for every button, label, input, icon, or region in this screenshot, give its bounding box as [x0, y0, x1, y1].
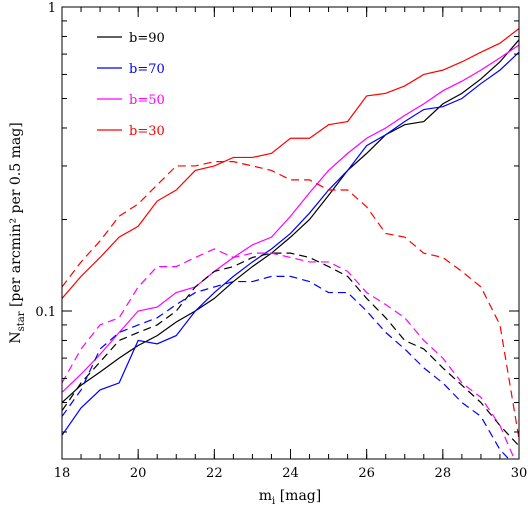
y-label-sub: star [16, 311, 27, 331]
series-line [62, 252, 519, 447]
series-line [62, 275, 510, 459]
x-label-sub: i [272, 496, 275, 507]
series-line [62, 51, 519, 436]
x-axis-label: mi [mag] [259, 488, 321, 507]
y-label-main: N [8, 331, 24, 343]
x-tick-label: 30 [511, 466, 528, 481]
x-tick-label: 24 [282, 466, 299, 481]
x-tick-label: 18 [54, 466, 71, 481]
y-tick-label: 0.1 [35, 305, 56, 320]
y-axis-label: Nstar [per arcmin² per 0.5 mag] [8, 122, 27, 343]
series-line [62, 44, 519, 393]
series-line [62, 39, 519, 403]
x-tick-label: 20 [130, 466, 147, 481]
legend-label: b=90 [129, 31, 165, 46]
series-line [62, 27, 519, 299]
plot-area [62, 27, 519, 459]
y-label-rest: [per arcmin² per 0.5 mag] [8, 122, 24, 311]
x-tick-label: 28 [435, 466, 452, 481]
x-label-rest: [mag] [275, 488, 321, 504]
x-tick-label: 22 [206, 466, 223, 481]
y-tick-label: 1 [48, 1, 56, 16]
x-label-main: m [259, 488, 272, 504]
legend-label: b=30 [129, 124, 165, 139]
series-line [62, 248, 515, 459]
legend-label: b=50 [129, 93, 165, 108]
x-tick-label: 26 [358, 466, 375, 481]
legend-label: b=70 [129, 62, 165, 77]
